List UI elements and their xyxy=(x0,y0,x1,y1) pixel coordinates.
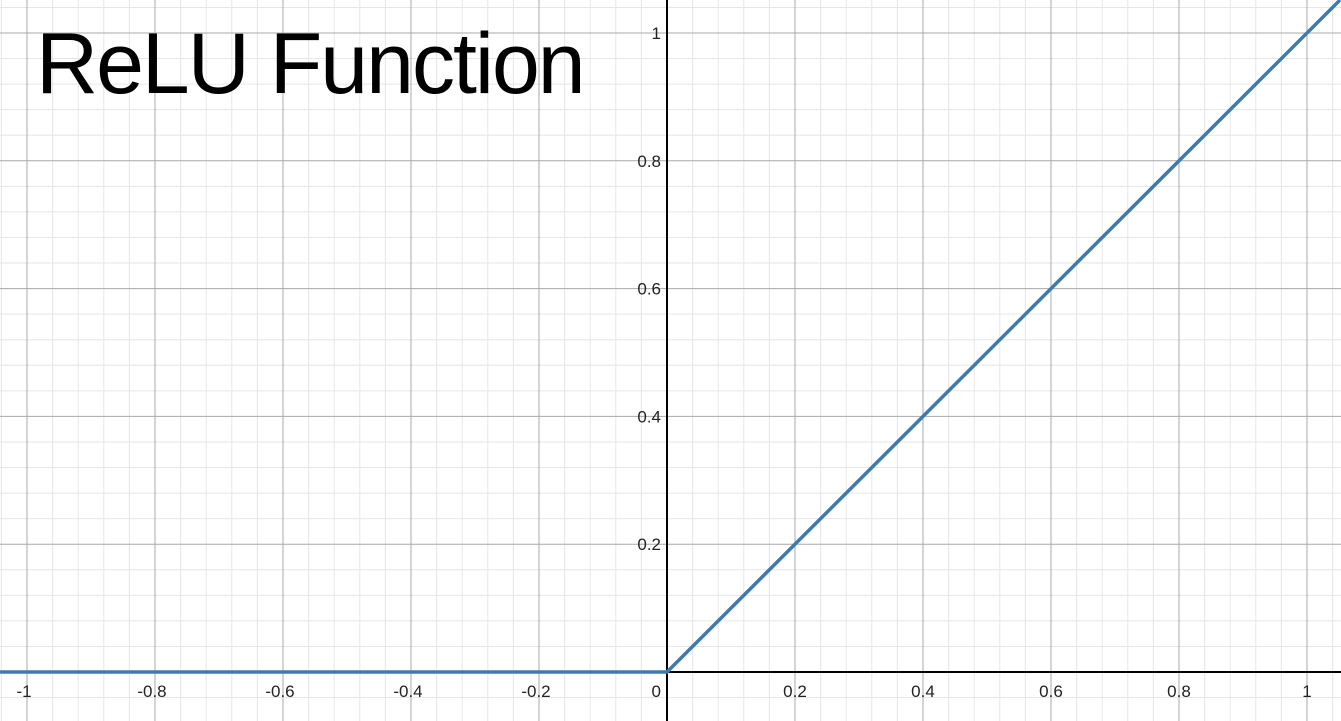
x-tick-label: -0.2 xyxy=(521,682,550,701)
y-tick-label: 0.4 xyxy=(637,407,661,426)
x-tick-label: -0.4 xyxy=(393,682,422,701)
x-tick-label: -1 xyxy=(16,682,31,701)
y-tick-label: 1 xyxy=(652,24,661,43)
relu-curve xyxy=(0,0,1341,674)
x-tick-label: -0.8 xyxy=(137,682,166,701)
x-tick-label: 1 xyxy=(1302,682,1311,701)
y-tick-label: 0.2 xyxy=(637,535,661,554)
x-tick-label: 0.4 xyxy=(911,682,935,701)
chart-title: ReLU Function xyxy=(36,16,586,112)
x-tick-label: 0.6 xyxy=(1039,682,1063,701)
x-tick-label: 0.2 xyxy=(783,682,807,701)
y-tick-label: 0.8 xyxy=(637,152,661,171)
x-tick-label: -0.6 xyxy=(265,682,294,701)
x-tick-label: 0.8 xyxy=(1167,682,1191,701)
y-tick-label: 0.6 xyxy=(637,280,661,299)
x-tick-label: 0 xyxy=(652,682,661,701)
